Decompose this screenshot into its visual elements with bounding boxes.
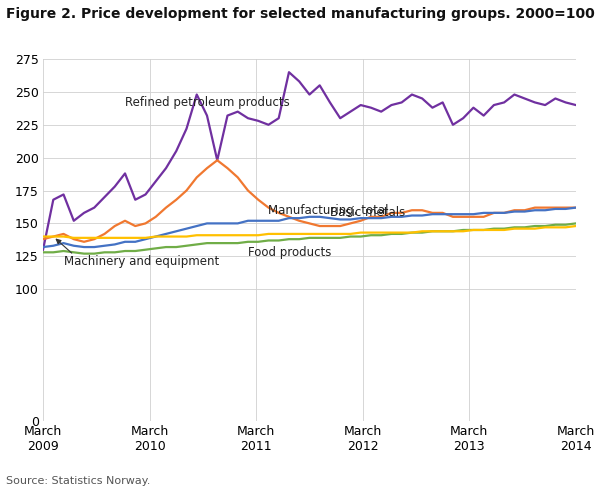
Text: Machinery and equipment: Machinery and equipment — [63, 255, 219, 268]
Text: Figure 2. Price development for selected manufacturing groups. 2000=100: Figure 2. Price development for selected… — [6, 7, 595, 21]
Text: Refined petroleum products: Refined petroleum products — [124, 96, 289, 109]
Text: Basic metals: Basic metals — [330, 206, 405, 220]
Text: Source: Statistics Norway.: Source: Statistics Norway. — [6, 476, 151, 486]
Text: Manufacturing, total: Manufacturing, total — [268, 204, 389, 217]
Text: Food products: Food products — [248, 246, 331, 259]
